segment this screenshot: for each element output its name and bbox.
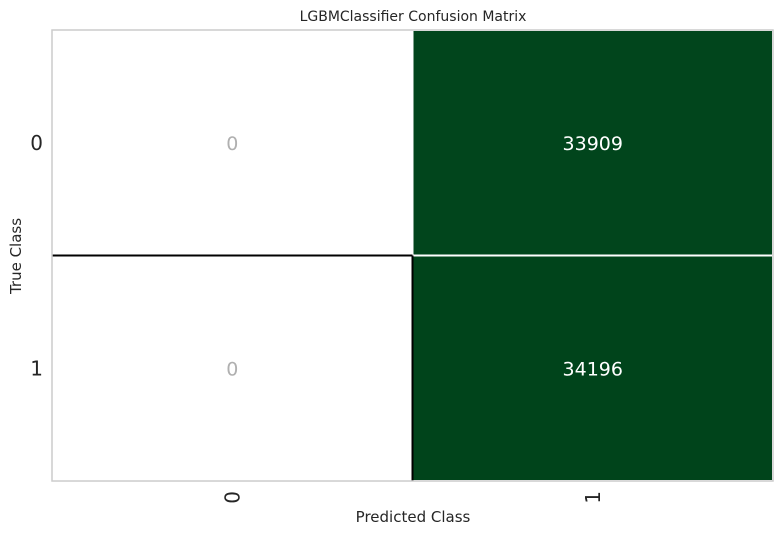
plot-frame bbox=[51, 29, 774, 482]
heatmap-cells: 0 33909 0 34196 bbox=[52, 29, 774, 482]
y-axis-label: True Class bbox=[7, 218, 25, 295]
cell-value-label-0-1: 33909 bbox=[563, 133, 623, 155]
chart-title: LGBMClassifier Confusion Matrix bbox=[300, 9, 527, 25]
x-tick-label-0: 0 bbox=[220, 491, 244, 504]
x-axis-label: Predicted Class bbox=[356, 508, 471, 526]
y-tick-labels: 01 bbox=[30, 131, 43, 381]
heatmap-cell-0-1 bbox=[411, 29, 774, 257]
y-tick-label-1: 1 bbox=[30, 356, 43, 380]
heatmap-cell-0-0 bbox=[52, 30, 413, 256]
cell-value-label-0-0: 0 bbox=[226, 133, 238, 155]
y-tick-label-0: 0 bbox=[30, 131, 43, 155]
cell-value-label-1-1: 34196 bbox=[563, 358, 623, 380]
heatmap-cell-1-0 bbox=[52, 255, 413, 481]
cell-value-label-1-0: 0 bbox=[226, 358, 238, 380]
x-tick-label-1: 1 bbox=[581, 491, 605, 504]
